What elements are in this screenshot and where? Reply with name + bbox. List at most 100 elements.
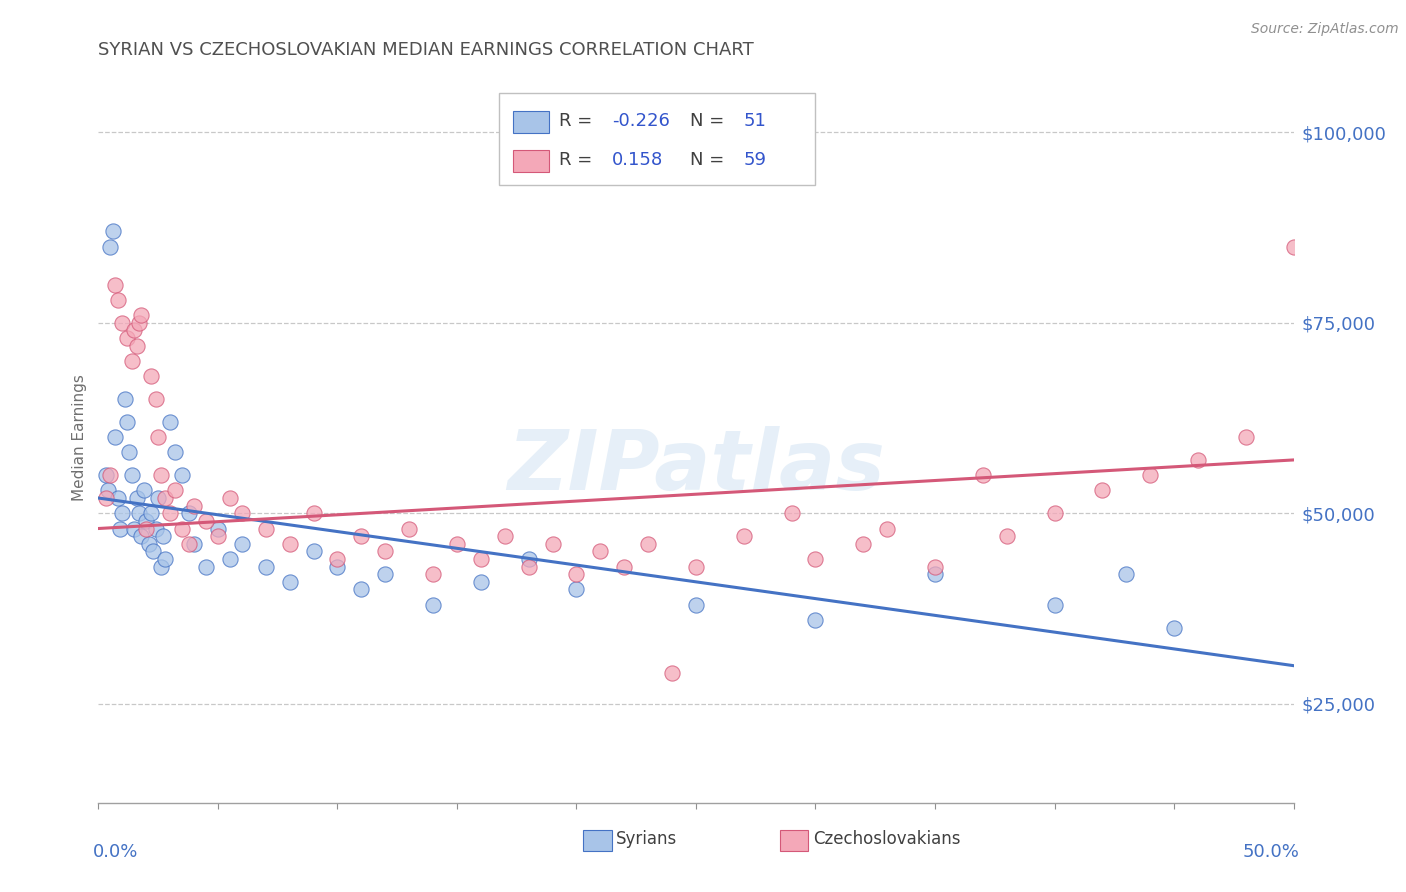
Point [972,468,994,483]
Text: N =: N = [690,151,730,169]
Point [139,506,162,520]
Point [128,316,150,330]
Point [876,521,898,535]
Point [159,506,181,520]
Point [422,567,444,582]
Point [145,392,167,406]
Point [637,537,659,551]
Point [1234,430,1257,444]
Point [613,559,636,574]
Point [135,521,157,535]
Point [132,483,155,498]
Point [195,514,218,528]
Point [179,537,201,551]
Point [733,529,755,543]
Point [111,506,134,520]
Point [148,491,170,505]
Point [374,567,396,582]
Point [254,559,277,574]
Point [145,521,167,535]
Point [125,338,148,352]
Text: ZIPatlas: ZIPatlas [508,425,884,507]
Text: Source: ZipAtlas.com: Source: ZipAtlas.com [1251,22,1399,37]
Point [278,574,301,589]
Point [97,483,120,498]
Point [302,506,325,520]
Point [924,567,946,582]
Point [101,224,124,238]
Point [350,529,373,543]
Point [1043,598,1066,612]
FancyBboxPatch shape [513,111,548,133]
Point [152,529,174,543]
Point [172,521,194,535]
Point [685,559,707,574]
Point [326,552,349,566]
Point [302,544,325,558]
Point [565,582,588,597]
Point [108,521,131,535]
Point [179,506,201,520]
Point [780,506,803,520]
Point [172,468,194,483]
Point [142,544,165,558]
Point [278,537,301,551]
Point [231,506,253,520]
Point [124,521,146,535]
Text: SYRIAN VS CZECHOSLOVAKIAN MEDIAN EARNINGS CORRELATION CHART: SYRIAN VS CZECHOSLOVAKIAN MEDIAN EARNING… [98,41,754,59]
Point [125,491,148,505]
Point [107,491,129,505]
Point [1139,468,1161,483]
Point [589,544,612,558]
Point [852,537,875,551]
Point [94,468,117,483]
Point [494,529,516,543]
Point [159,415,181,429]
Point [128,506,150,520]
Point [135,514,157,528]
Point [219,552,242,566]
Point [207,529,229,543]
Point [207,521,229,535]
Point [104,430,127,444]
Point [254,521,277,535]
Text: N =: N = [690,112,730,130]
Point [163,483,186,498]
Point [995,529,1018,543]
Point [121,354,143,368]
Text: Czechoslovakians: Czechoslovakians [813,830,960,848]
Y-axis label: Median Earnings: Median Earnings [72,374,87,500]
Point [94,491,117,505]
Point [1163,621,1185,635]
Text: -0.226: -0.226 [613,112,671,130]
Text: 0.158: 0.158 [613,151,664,169]
Text: R =: R = [558,112,598,130]
Point [219,491,242,505]
Point [326,559,349,574]
Point [1187,453,1209,467]
Point [115,415,138,429]
Point [565,567,588,582]
Point [138,537,160,551]
Text: 51: 51 [744,112,766,130]
Point [114,392,136,406]
Point [124,323,146,337]
Point [541,537,564,551]
Point [661,666,683,681]
Point [1043,506,1066,520]
Point [98,239,122,253]
Point [104,277,127,292]
FancyBboxPatch shape [513,150,548,171]
Point [148,430,170,444]
Text: Syrians: Syrians [616,830,678,848]
Point [118,445,141,459]
Point [685,598,707,612]
Point [121,468,143,483]
Point [231,537,253,551]
Point [115,331,138,345]
Point [804,613,827,627]
Point [517,559,540,574]
Text: 0.0%: 0.0% [93,843,138,861]
Point [517,552,540,566]
Point [98,468,122,483]
